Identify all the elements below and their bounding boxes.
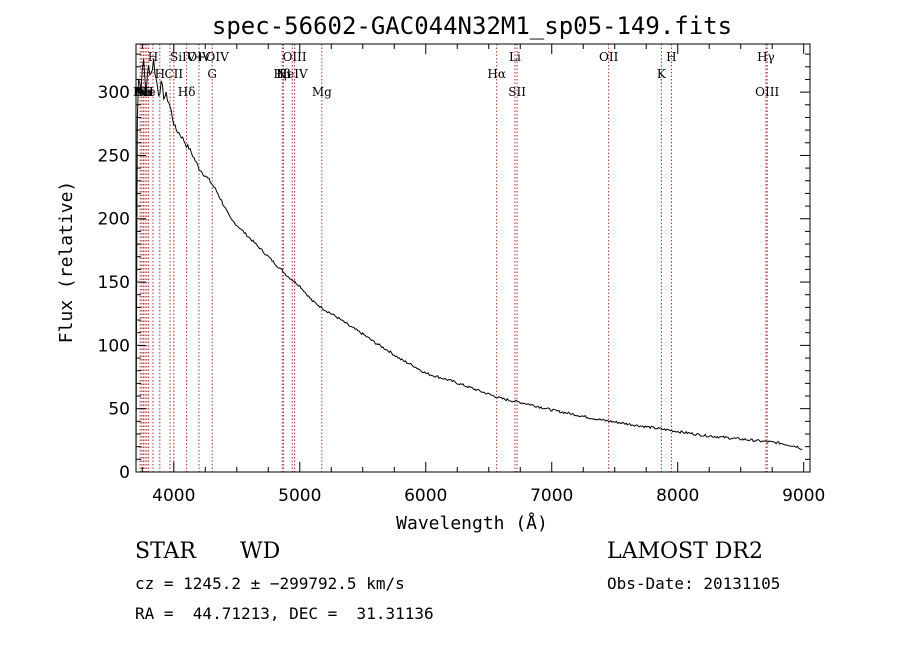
spectrum-line xyxy=(135,58,803,473)
line-marker-label: Hβ xyxy=(274,67,291,81)
line-marker-label: Ni xyxy=(276,67,291,81)
y-tick-label: 250 xyxy=(98,146,130,166)
y-tick-label: 100 xyxy=(98,336,130,356)
line-marker-label: OII xyxy=(599,50,619,64)
line-marker-label: OIII xyxy=(283,50,307,64)
line-marker-label: HeIV xyxy=(277,67,308,81)
object-subclass: WD xyxy=(240,539,281,564)
line-marker-label: G xyxy=(207,67,217,81)
emission-line-labels: NiNiNiNiHeHHHSiIV+OIVCIIHδOIVGOIIIHβNiHe… xyxy=(133,50,779,99)
line-marker-label: SII xyxy=(508,85,526,99)
x-tick-label: 9000 xyxy=(782,486,825,506)
y-tick-label: 300 xyxy=(98,83,130,103)
x-tick-label: 7000 xyxy=(530,486,573,506)
redshift-readout: cz = 1245.2 ± −299792.5 km/s xyxy=(135,574,405,593)
x-tick-label: 4000 xyxy=(152,486,195,506)
survey-name: LAMOST DR2 xyxy=(607,539,763,564)
y-axis-label: Flux (relative) xyxy=(56,181,77,344)
x-tick-label: 6000 xyxy=(404,486,447,506)
line-marker-label: Mg xyxy=(312,85,332,99)
line-marker-label: SiIV+OIV xyxy=(170,50,229,64)
object-class: STAR xyxy=(135,539,196,564)
x-axis-label: Wavelength (Å) xyxy=(396,512,548,534)
y-tick-label: 0 xyxy=(119,463,130,483)
y-tick-label: 200 xyxy=(98,210,130,230)
line-marker-label: OIV xyxy=(187,50,211,64)
plot-frame xyxy=(135,43,811,473)
axis-ticks: 4000 5000 6000 7000 8000 9000 0 50 100 150 200 250 3… xyxy=(98,44,825,506)
y-tick-label: 150 xyxy=(98,273,130,293)
chart-title: spec-56602-GAC044N32M1_sp05-149.fits xyxy=(212,12,732,40)
y-tick-label: 50 xyxy=(108,400,130,420)
line-marker-label: CII xyxy=(164,67,183,81)
line-marker-label: Hα xyxy=(487,67,506,81)
line-marker-label: OIII xyxy=(755,85,779,99)
x-tick-label: 5000 xyxy=(278,486,321,506)
emission-line-markers xyxy=(139,44,768,472)
line-marker-label: K xyxy=(657,67,667,81)
line-marker-label: H xyxy=(148,50,158,64)
line-marker-label: H xyxy=(155,67,165,81)
line-marker-label: Hδ xyxy=(178,85,196,99)
line-marker-label: H xyxy=(666,50,676,64)
line-marker-label: Li xyxy=(509,50,521,64)
x-tick-label: 8000 xyxy=(656,486,699,506)
coordinates-readout: RA = 44.71213, DEC = 31.31136 xyxy=(135,604,434,623)
line-marker-label: Hγ xyxy=(757,50,775,64)
observation-date: Obs-Date: 20131105 xyxy=(607,574,781,593)
line-marker-label: H xyxy=(143,85,153,99)
line-marker-label: He xyxy=(138,85,156,99)
